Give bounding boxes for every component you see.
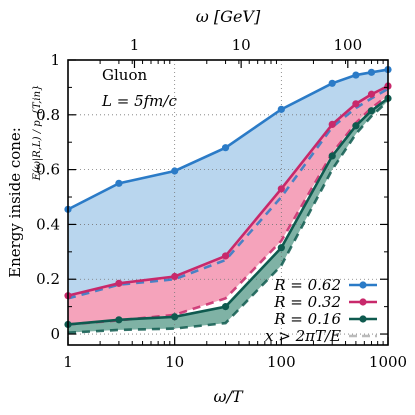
x-axis-title: ω/T [213,387,243,406]
axis-ticks [67,59,389,345]
series-2-point [171,272,179,281]
legend-label-2: R = 0.32 [273,293,341,311]
x-tick-label: 1000 [369,353,407,371]
series-3-point [115,316,123,324]
series-2-point [277,185,285,193]
y-axis-title-line2: E(ω|R,L) / p_{T,in} [32,85,43,182]
grid-lines [68,60,388,345]
series-points [64,65,392,329]
tick-labels: 1 10 100 1000 0 0.2 0.4 0.6 0.8 1 1 10 100 [36,36,407,371]
legend-label-3: R = 0.16 [273,310,341,328]
y-tick-label: 1 [50,51,60,69]
annotation-particle: Gluon [102,66,147,84]
series-1-point [171,167,179,175]
y-tick-label: 0.8 [36,106,60,124]
series-1-point [277,105,285,113]
y-tick-label: 0.2 [36,270,60,288]
x-tick-label: 1 [63,353,73,371]
legend-label-1: R = 0.62 [273,276,341,294]
legend-marker-1 [359,281,367,289]
series-3-point [171,313,179,321]
dashed-lines [67,87,389,334]
series-3-point [277,244,285,252]
top-tick-label: 10 [232,36,251,54]
legend-marker-3 [359,315,367,323]
band-fill-1 [68,69,388,299]
top-tick-label: 100 [333,36,362,54]
band-fill-2 [68,86,388,325]
top-tick-label: 1 [130,36,140,54]
series-1-point [328,79,336,87]
series-lower-dashed-1 [67,87,389,300]
y-tick-label: 0.6 [36,161,60,179]
series-1-point [115,179,123,187]
series-1-point [221,144,230,152]
series-1-point [352,71,360,79]
series-3-point [367,107,376,115]
series-3-point [328,152,336,160]
series-3-point [221,303,230,311]
legend-label-4: x > 2πT/E [265,327,341,345]
band-fills [68,69,388,333]
y-axis-title-line1: Energy inside cone: [6,127,24,278]
y-tick-label: 0 [50,325,60,343]
series-2-point [115,279,123,287]
series-2-point [328,120,336,128]
x-tick-label: 10 [165,353,184,371]
y-tick-label: 0.4 [36,215,60,233]
series-2-point [221,252,230,260]
plot-frame [67,59,389,346]
series-2-point [367,90,376,98]
annotation-length: L = 5fm/c [101,92,177,110]
series-1-point [367,68,376,76]
series-lower-dashed-3 [67,100,389,334]
legend: R = 0.62R = 0.32R = 0.16x > 2πT/E [265,276,377,345]
legend-marker-2 [359,298,367,306]
x-tick-label: 100 [267,353,296,371]
series-3-point [352,122,360,130]
series-lower-dashed-2 [67,94,389,326]
top-axis-title: ω [GeV] [196,7,261,26]
series-2-point [352,100,360,108]
